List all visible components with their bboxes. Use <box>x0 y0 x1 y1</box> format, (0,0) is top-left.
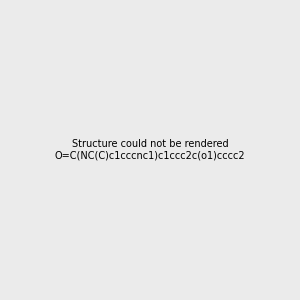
Text: Structure could not be rendered
O=C(NC(C)c1cccnc1)c1ccc2c(o1)cccc2: Structure could not be rendered O=C(NC(C… <box>55 139 245 161</box>
